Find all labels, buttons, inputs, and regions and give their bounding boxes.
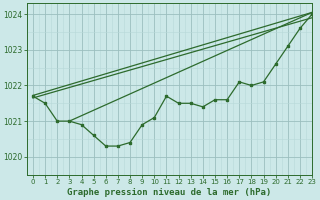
X-axis label: Graphe pression niveau de la mer (hPa): Graphe pression niveau de la mer (hPa) <box>68 188 272 197</box>
